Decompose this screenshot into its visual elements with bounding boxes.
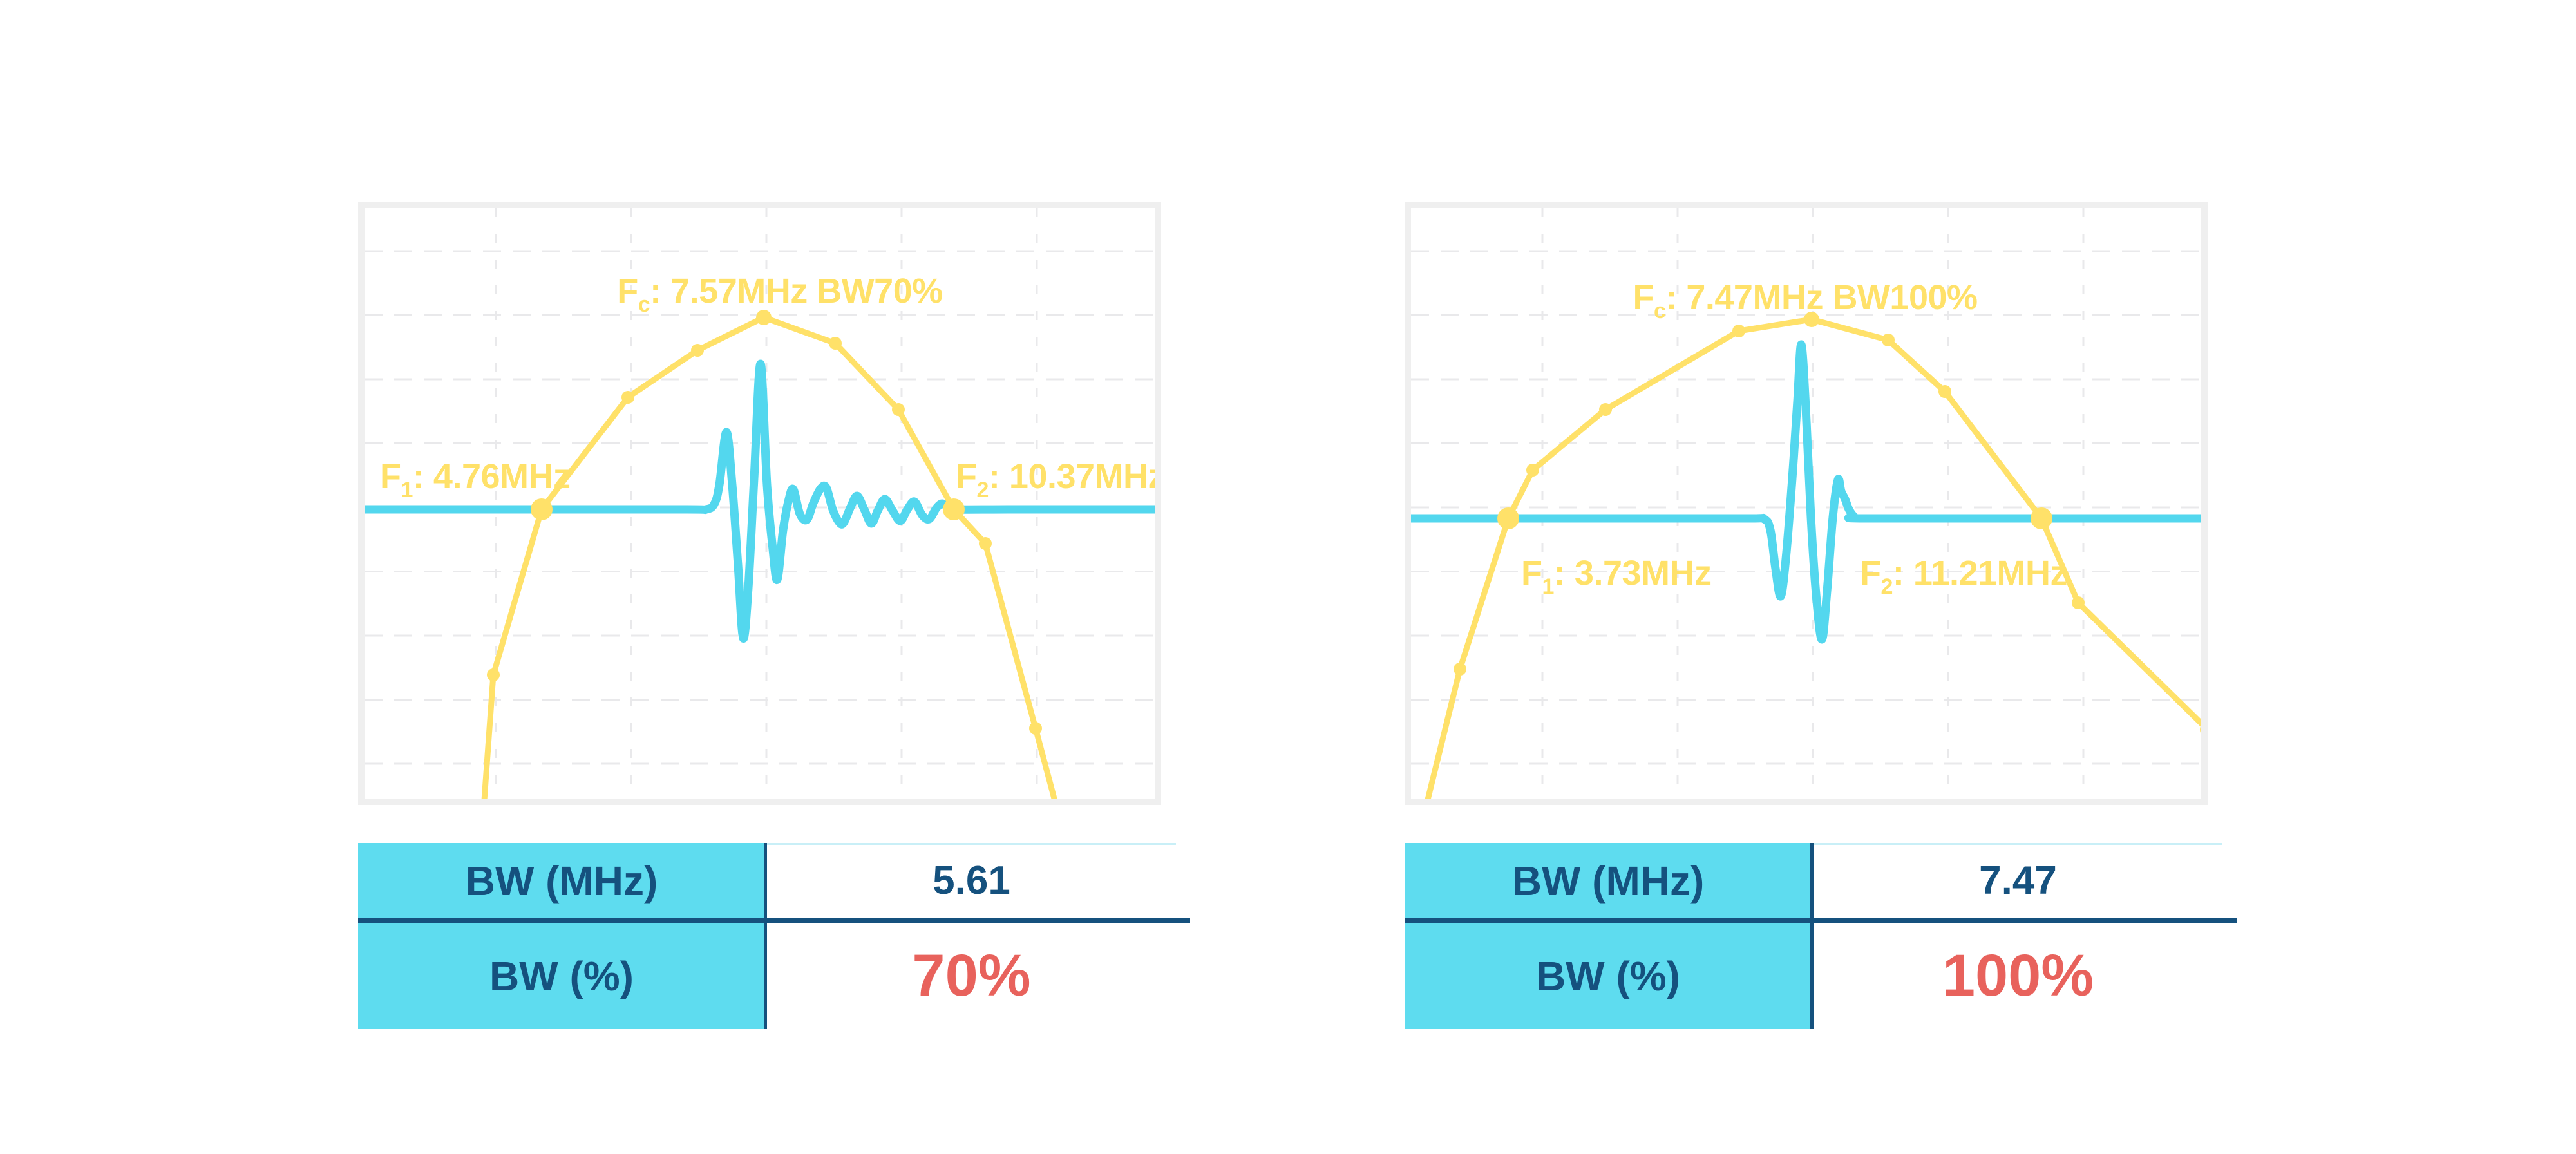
spectrum-point — [621, 391, 634, 404]
bw-mhz-value: 7.47 — [1979, 858, 2057, 903]
f1-marker — [1497, 507, 1519, 529]
spectrum-point — [1029, 722, 1042, 735]
table-column-divider — [1810, 843, 1814, 1029]
bandwidth-table-bw70: BW (MHz) 5.61 BW (%) 70% — [358, 843, 1190, 1029]
pulse-waveform — [1411, 340, 2201, 644]
bw-mhz-value: 5.61 — [933, 858, 1010, 903]
bandwidth-table-bw100: BW (MHz) 7.47 BW (%) 100% — [1405, 843, 2237, 1029]
table-row-divider — [358, 918, 1190, 923]
pulse-waveform — [365, 359, 1155, 643]
table-header-column — [358, 843, 765, 1029]
spectrum-curve — [481, 314, 1057, 799]
edge-point — [2200, 725, 2201, 734]
spectrum-point — [1454, 663, 1466, 676]
f2-marker — [943, 498, 965, 520]
fc-peak-marker — [756, 310, 772, 325]
chart-panel-bw100: Fc: 7.47MHz BW100% F1: 3.73MHz F2: 11.21MH… — [1405, 202, 2208, 805]
table-top-hairline — [1812, 843, 2222, 845]
bw-pct-value: 100% — [1942, 943, 2094, 1008]
spectrum-chart-bw70: Fc: 7.57MHz BW70% F1: 4.76MHz F2: 10.37MHz — [365, 208, 1155, 799]
spectrum-point — [979, 537, 992, 550]
table-header-column — [1405, 843, 1812, 1029]
fc-peak-marker — [1804, 312, 1819, 327]
spectrum-point — [1938, 385, 1951, 398]
spectrum-point — [829, 337, 842, 350]
table-column-divider — [764, 843, 767, 1029]
chart-panel-bw70: Fc: 7.57MHz BW70% F1: 4.76MHz F2: 10.37MHz — [358, 202, 1161, 805]
spectrum-chart-bw100: Fc: 7.47MHz BW100% F1: 3.73MHz F2: 11.21MH… — [1411, 208, 2201, 799]
bw-pct-label: BW (%) — [1536, 952, 1680, 999]
f2-label: F2: 11.21MHz — [1860, 554, 2067, 599]
bw-mhz-label: BW (MHz) — [1511, 857, 1705, 904]
spectrum-point — [487, 668, 500, 681]
spectrum-point — [1732, 325, 1745, 337]
table-row-divider — [1405, 918, 2237, 923]
spectrum-point — [1599, 403, 1612, 416]
bw-pct-label: BW (%) — [489, 952, 634, 999]
f1-marker — [531, 498, 553, 520]
spectrum-curve — [1425, 316, 2201, 799]
bw-mhz-label: BW (MHz) — [465, 857, 658, 904]
f2-marker — [2031, 507, 2052, 529]
f2-label: F2: 10.37MHz — [956, 457, 1155, 502]
bw-pct-value: 70% — [912, 943, 1031, 1008]
f1-label: F1: 4.76MHz — [380, 457, 571, 502]
spectrum-point — [691, 344, 704, 357]
f1-label: F1: 3.73MHz — [1521, 554, 1712, 599]
spectrum-point — [1526, 464, 1539, 477]
spectrum-point — [892, 403, 905, 416]
fc-label: Fc: 7.47MHz BW100% — [1633, 278, 1977, 323]
fc-label: Fc: 7.57MHz BW70% — [617, 272, 943, 317]
spectrum-point — [2072, 596, 2085, 609]
table-top-hairline — [765, 843, 1176, 845]
spectrum-point — [1882, 334, 1895, 346]
